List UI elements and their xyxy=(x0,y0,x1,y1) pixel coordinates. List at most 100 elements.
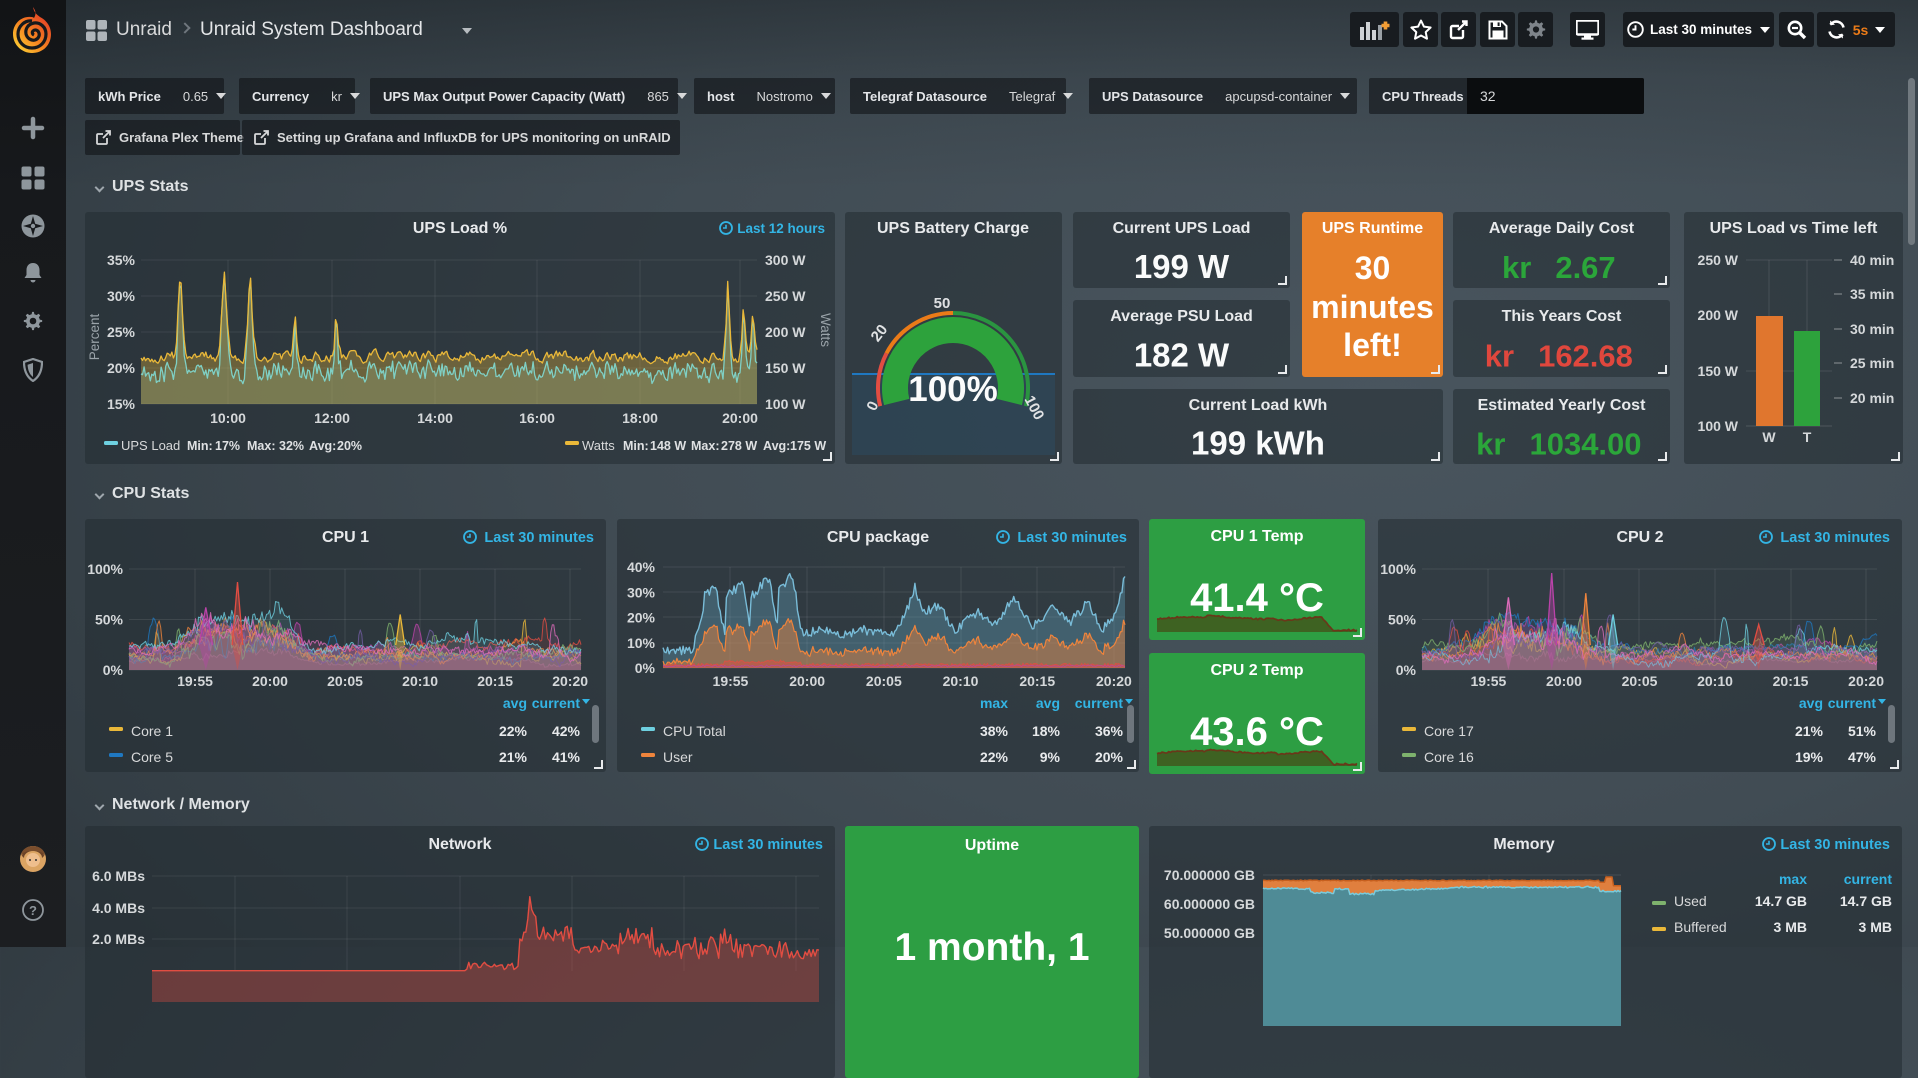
svg-text:minutes: minutes xyxy=(1311,289,1434,325)
svg-text:CPU 1: CPU 1 xyxy=(322,529,369,546)
svg-text:25 min: 25 min xyxy=(1850,355,1894,371)
svg-text:20%: 20% xyxy=(107,360,136,376)
svg-text:Average Daily Cost: Average Daily Cost xyxy=(1489,220,1635,237)
svg-text:W: W xyxy=(1762,429,1776,445)
svg-text:43.6 °C: 43.6 °C xyxy=(1190,710,1324,754)
svg-text:148 W: 148 W xyxy=(650,439,686,453)
svg-text:32%: 32% xyxy=(279,439,304,453)
svg-text:20:15: 20:15 xyxy=(1019,673,1055,689)
svg-text:0%: 0% xyxy=(103,662,124,678)
svg-text:current: current xyxy=(1075,695,1124,711)
svg-text:10%: 10% xyxy=(627,635,656,651)
svg-text:UPS Load %: UPS Load % xyxy=(413,220,507,237)
svg-text:51%: 51% xyxy=(1848,723,1877,739)
svg-text:Network: Network xyxy=(428,836,491,853)
svg-text:20: 20 xyxy=(868,321,892,345)
svg-text:19:55: 19:55 xyxy=(713,673,749,689)
svg-text:30%: 30% xyxy=(107,288,136,304)
svg-text:19:55: 19:55 xyxy=(1471,673,1507,689)
svg-text:199 kWh: 199 kWh xyxy=(1191,425,1325,462)
svg-text:50: 50 xyxy=(934,295,951,312)
svg-text:20:10: 20:10 xyxy=(943,673,979,689)
svg-text:Estimated Yearly Cost: Estimated Yearly Cost xyxy=(1478,397,1646,414)
svg-text:41%: 41% xyxy=(552,749,581,765)
svg-text:Last 12 hours: Last 12 hours xyxy=(737,221,825,236)
svg-text:CPU Total: CPU Total xyxy=(663,723,726,739)
svg-text:17%: 17% xyxy=(215,439,240,453)
svg-text:14:00: 14:00 xyxy=(417,410,453,426)
svg-text:avg: avg xyxy=(1799,695,1823,711)
svg-text:300 W: 300 W xyxy=(765,252,806,268)
svg-text:35%: 35% xyxy=(107,252,136,268)
svg-text:175 W: 175 W xyxy=(790,439,826,453)
svg-text:Core 1: Core 1 xyxy=(131,723,173,739)
svg-text:25%: 25% xyxy=(107,324,136,340)
svg-text:40%: 40% xyxy=(627,559,656,575)
svg-text:278 W: 278 W xyxy=(721,439,757,453)
svg-text:Uptime: Uptime xyxy=(965,837,1019,854)
svg-text:20:20: 20:20 xyxy=(552,673,588,689)
svg-text:100 W: 100 W xyxy=(1698,418,1739,434)
svg-text:35 min: 35 min xyxy=(1850,286,1894,302)
svg-text:CPU 2 Temp: CPU 2 Temp xyxy=(1210,662,1303,679)
svg-text:200 W: 200 W xyxy=(1698,307,1739,323)
svg-text:max: max xyxy=(1779,871,1807,887)
svg-text:Current Load kWh: Current Load kWh xyxy=(1189,397,1328,414)
svg-text:CPU package: CPU package xyxy=(827,529,929,546)
svg-text:kr: kr xyxy=(1485,339,1514,374)
svg-text:20%: 20% xyxy=(1095,749,1124,765)
svg-text:19%: 19% xyxy=(1795,749,1824,765)
svg-text:100 W: 100 W xyxy=(765,396,806,412)
svg-text:Avg:: Avg: xyxy=(309,439,336,453)
svg-text:Last 30 minutes: Last 30 minutes xyxy=(484,530,594,546)
svg-text:20:05: 20:05 xyxy=(866,673,902,689)
svg-text:100%: 100% xyxy=(908,370,998,409)
svg-text:2.0 MBs: 2.0 MBs xyxy=(92,931,145,947)
svg-text:Watts: Watts xyxy=(818,313,833,347)
svg-text:CPU 2: CPU 2 xyxy=(1616,529,1663,546)
svg-text:6.0 MBs: 6.0 MBs xyxy=(92,868,145,884)
svg-text:20:15: 20:15 xyxy=(1773,673,1809,689)
svg-text:21%: 21% xyxy=(499,749,528,765)
svg-text:18%: 18% xyxy=(1032,723,1061,739)
svg-text:18:00: 18:00 xyxy=(622,410,658,426)
svg-text:12:00: 12:00 xyxy=(314,410,350,426)
svg-text:150 W: 150 W xyxy=(1698,363,1739,379)
svg-text:Avg:: Avg: xyxy=(763,439,790,453)
svg-text:1 month, 1: 1 month, 1 xyxy=(894,926,1089,969)
svg-text:Last 30 minutes: Last 30 minutes xyxy=(1780,837,1890,853)
svg-text:30%: 30% xyxy=(627,584,656,600)
svg-text:avg: avg xyxy=(1036,695,1060,711)
svg-text:kr: kr xyxy=(1476,427,1505,462)
svg-text:Min:: Min: xyxy=(187,439,213,453)
svg-text:Buffered: Buffered xyxy=(1674,919,1727,935)
svg-text:20:15: 20:15 xyxy=(477,673,513,689)
svg-text:left!: left! xyxy=(1343,327,1402,363)
svg-text:Last 30 minutes: Last 30 minutes xyxy=(713,837,823,853)
svg-text:T: T xyxy=(1803,429,1812,445)
svg-text:?: ? xyxy=(29,903,37,918)
svg-text:14.7 GB: 14.7 GB xyxy=(1840,893,1892,909)
svg-text:200 W: 200 W xyxy=(765,324,806,340)
svg-text:30 min: 30 min xyxy=(1850,321,1894,337)
svg-text:20%: 20% xyxy=(627,610,656,626)
svg-text:3 MB: 3 MB xyxy=(1859,919,1892,935)
svg-text:182 W: 182 W xyxy=(1134,337,1230,374)
svg-text:kr: kr xyxy=(1502,250,1531,285)
svg-text:47%: 47% xyxy=(1848,749,1877,765)
svg-text:max: max xyxy=(980,695,1008,711)
svg-text:70.000000 GB: 70.000000 GB xyxy=(1164,867,1255,883)
svg-text:41.4 °C: 41.4 °C xyxy=(1190,576,1324,620)
svg-text:38%: 38% xyxy=(980,723,1009,739)
svg-text:20:10: 20:10 xyxy=(402,673,438,689)
svg-text:50%: 50% xyxy=(1388,612,1417,628)
svg-text:0%: 0% xyxy=(1396,662,1417,678)
svg-text:22%: 22% xyxy=(499,723,528,739)
svg-text:20:20: 20:20 xyxy=(1848,673,1884,689)
svg-text:Core 16: Core 16 xyxy=(1424,749,1474,765)
svg-text:162.68: 162.68 xyxy=(1538,339,1633,374)
svg-text:User: User xyxy=(663,749,693,765)
svg-text:50%: 50% xyxy=(95,612,124,628)
svg-text:Percent: Percent xyxy=(87,313,102,360)
svg-text:20:00: 20:00 xyxy=(789,673,825,689)
